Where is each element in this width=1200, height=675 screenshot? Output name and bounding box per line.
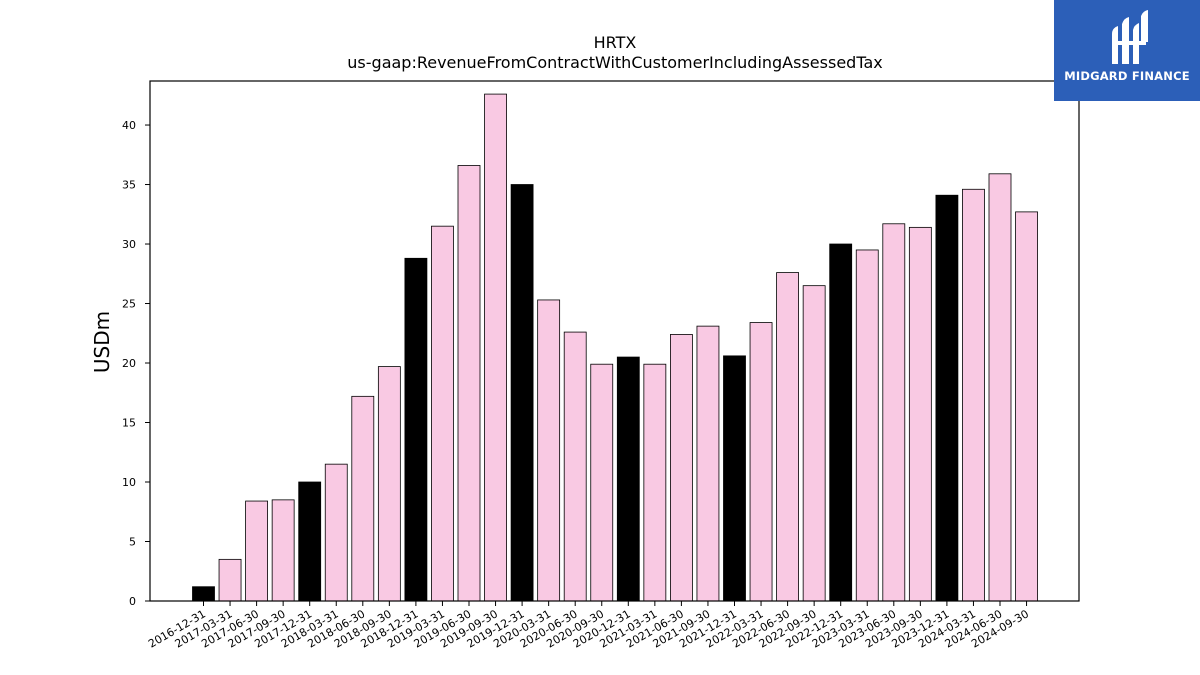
bar-2020-12-31 — [616, 356, 640, 602]
bar-2018-12-31 — [404, 257, 428, 602]
y-tick-label: 35 — [122, 179, 136, 192]
bar-2021-03-31 — [643, 363, 667, 602]
bar-2021-09-30 — [696, 325, 720, 602]
bar-2019-06-30 — [457, 165, 481, 602]
bar-2022-03-31 — [749, 322, 773, 602]
y-tick-label: 25 — [122, 298, 136, 311]
bar-2016-12-31 — [192, 586, 215, 602]
bar-2023-09-30 — [908, 226, 932, 602]
bar-2021-12-31 — [723, 355, 746, 602]
chart-subtitle: us-gaap:RevenueFromContractWithCustomerI… — [347, 53, 882, 72]
y-ticks-group: 0 5 10 15 20 25 30 35 40 — [122, 119, 150, 608]
y-tick-label: 15 — [122, 417, 136, 430]
bar-2018-03-31 — [324, 463, 348, 602]
x-ticks-group: 2016-12-312017-03-312017-06-302017-09-30… — [146, 601, 1031, 651]
bar-2019-12-31 — [510, 184, 534, 602]
y-tick-label: 20 — [122, 357, 136, 370]
logo-text: MIDGARD FINANCE — [1064, 69, 1190, 83]
logo-mark-icon — [1112, 10, 1148, 64]
bar-2020-09-30 — [590, 363, 614, 602]
bar-2018-06-30 — [351, 395, 375, 602]
bar-2022-09-30 — [802, 285, 826, 602]
midgard-finance-logo: MIDGARD FINANCE — [1054, 0, 1200, 101]
chart-title: HRTX — [594, 33, 637, 52]
y-tick-label: 10 — [122, 476, 136, 489]
bar-2020-06-30 — [563, 331, 587, 602]
bar-2019-03-31 — [431, 225, 454, 602]
bar-2021-06-30 — [670, 334, 693, 602]
bar-2020-03-31 — [537, 299, 561, 602]
bars-group — [192, 93, 1038, 602]
bar-2017-12-31 — [298, 481, 322, 602]
y-tick-label: 5 — [129, 536, 136, 549]
y-axis-label: USDm — [90, 311, 114, 373]
bar-2017-09-30 — [271, 499, 295, 602]
bar-2018-09-30 — [377, 366, 401, 602]
bar-2017-03-31 — [218, 558, 242, 602]
bar-2022-06-30 — [776, 272, 799, 602]
bar-2022-12-31 — [829, 243, 853, 602]
y-tick-label: 40 — [122, 119, 136, 132]
bar-2019-09-30 — [484, 93, 507, 602]
bar-2024-03-31 — [962, 188, 985, 602]
plot-frame — [149, 80, 1080, 602]
bar-2023-03-31 — [855, 249, 879, 602]
bar-2023-12-31 — [935, 194, 959, 602]
bar-2024-06-30 — [988, 173, 1012, 602]
y-tick-label: 30 — [122, 238, 136, 251]
bar-2023-06-30 — [882, 223, 906, 602]
bar-2017-06-30 — [245, 500, 269, 602]
y-tick-label: 0 — [129, 595, 136, 608]
bar-2024-09-30 — [1015, 211, 1038, 602]
